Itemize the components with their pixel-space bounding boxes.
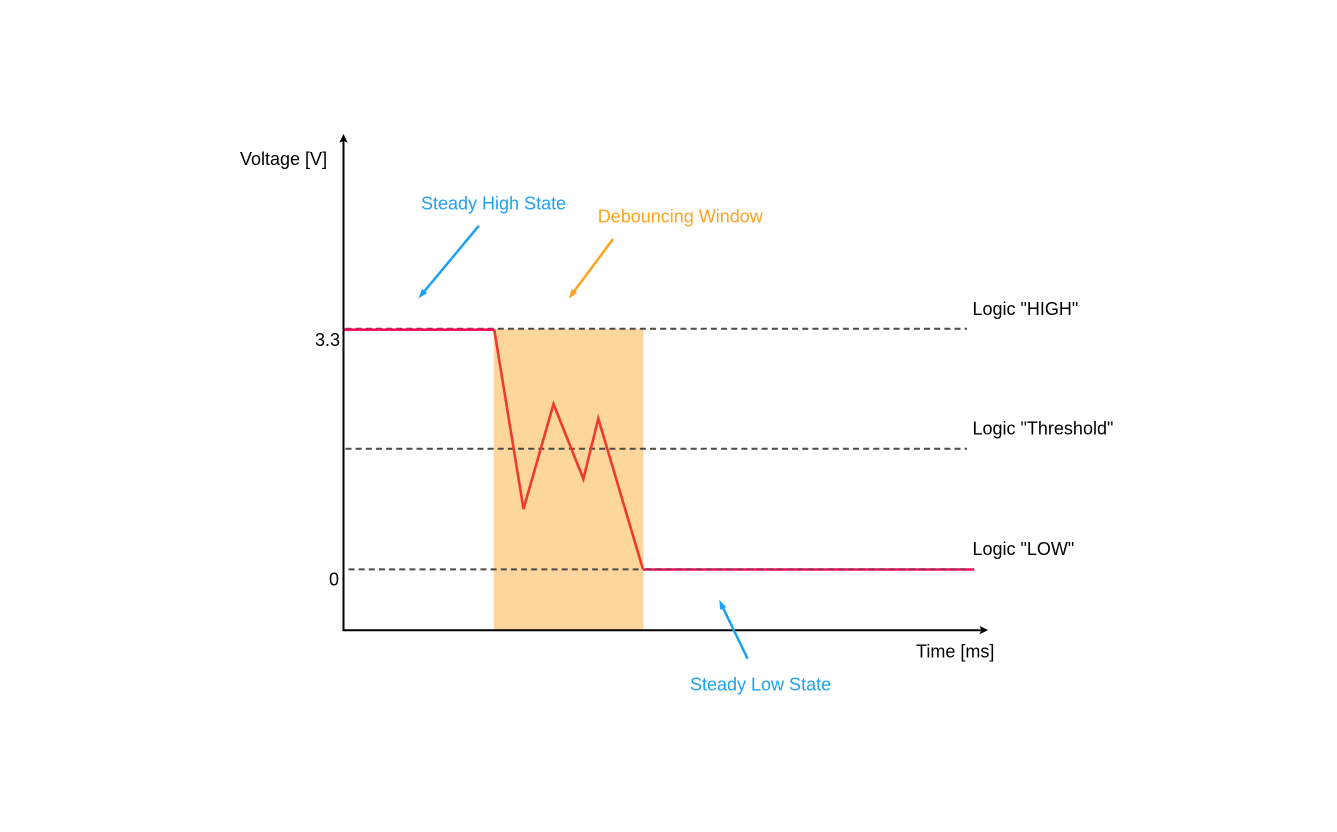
svg-text:Steady High State: Steady High State (421, 194, 566, 214)
svg-text:Debouncing Window: Debouncing Window (598, 207, 764, 227)
svg-text:Logic "Threshold": Logic "Threshold" (973, 418, 1114, 438)
svg-text:0: 0 (329, 570, 339, 590)
svg-text:Voltage [V]: Voltage [V] (240, 149, 327, 169)
svg-text:Steady Low State: Steady Low State (690, 675, 831, 695)
svg-text:Logic "LOW": Logic "LOW" (973, 539, 1075, 559)
svg-text:3.3: 3.3 (315, 330, 340, 350)
svg-text:Logic "HIGH": Logic "HIGH" (973, 299, 1079, 319)
svg-text:Time [ms]: Time [ms] (916, 642, 994, 662)
